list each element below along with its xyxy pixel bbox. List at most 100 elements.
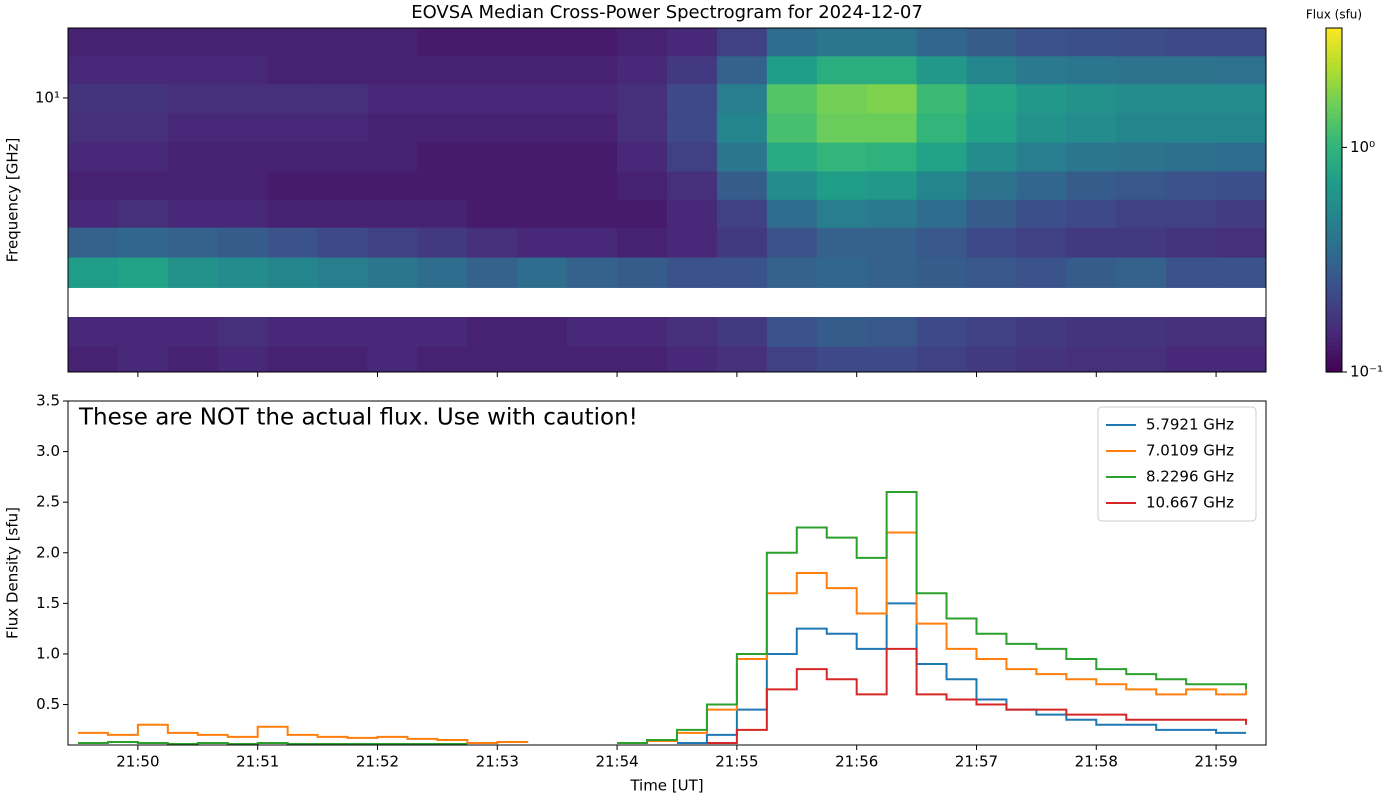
heatmap-cell xyxy=(716,227,768,258)
heatmap-cell xyxy=(916,112,967,143)
heatmap-cell xyxy=(417,83,468,114)
y-tick-label: 3.5 xyxy=(36,392,60,410)
heatmap-cell xyxy=(667,55,718,85)
colorbar-segment xyxy=(1326,212,1342,218)
heatmap-cell xyxy=(1066,112,1117,143)
colorbar-segment xyxy=(1326,53,1342,59)
heatmap-cell xyxy=(1216,112,1266,143)
heatmap-cell xyxy=(866,257,918,288)
colorbar-segment xyxy=(1326,83,1342,89)
x-tick-label: 21:50 xyxy=(116,753,159,771)
colorbar-segment xyxy=(1326,251,1342,257)
colorbar-segment xyxy=(1326,178,1342,184)
colorbar-segment xyxy=(1326,28,1342,33)
colorbar-segment xyxy=(1326,350,1342,356)
heatmap-cell xyxy=(1216,171,1266,200)
heatmap-cell xyxy=(517,316,568,347)
heatmap-cell xyxy=(816,316,868,347)
heatmap-cell xyxy=(467,112,518,143)
colorbar-segment xyxy=(1326,290,1342,296)
colorbar-segment xyxy=(1326,217,1342,223)
y-tick-label: 1.0 xyxy=(36,644,60,662)
colorbar-segment xyxy=(1326,96,1342,102)
legend-box xyxy=(1097,406,1257,522)
colorbar-segment xyxy=(1326,58,1342,63)
heatmap-cell xyxy=(167,55,219,85)
heatmap-cell xyxy=(417,142,468,172)
colorbar-segment xyxy=(1326,71,1342,76)
heatmap-cell xyxy=(167,316,219,347)
y-tick-label: 2.0 xyxy=(36,543,60,561)
colorbar-segment xyxy=(1326,337,1342,343)
heatmap-cell xyxy=(1066,227,1117,258)
heatmap-cell xyxy=(766,227,818,258)
heatmap-cell xyxy=(667,199,718,228)
heatmap-cell xyxy=(617,28,668,57)
heatmap-cell xyxy=(816,171,868,200)
heatmap-cell xyxy=(217,199,269,228)
heatmap-cell xyxy=(916,316,967,347)
heatmap-cell xyxy=(1066,257,1117,288)
heatmap-cell xyxy=(267,316,319,347)
heatmap-cell xyxy=(1016,142,1067,172)
heatmap-cell xyxy=(766,199,818,228)
heatmap-cell xyxy=(1016,227,1067,258)
heatmap-cell xyxy=(1016,316,1067,347)
heatmap-cell xyxy=(866,28,918,57)
annotation: These are NOT the actual flux. Use with … xyxy=(78,405,638,431)
heatmap-cell xyxy=(667,112,718,143)
heatmap-cell xyxy=(267,346,319,372)
heatmap-cell xyxy=(916,171,967,200)
heatmap-cell xyxy=(467,227,518,258)
heatmap-cell xyxy=(667,28,718,57)
heatmap-cell xyxy=(217,83,269,114)
heatmap-cell xyxy=(417,28,468,57)
heatmap-cell xyxy=(1066,28,1117,57)
colorbar-segment xyxy=(1326,286,1342,291)
heatmap-cell xyxy=(217,171,269,200)
colorbar-segment xyxy=(1326,118,1342,124)
heatmap-cell xyxy=(217,55,269,85)
series-line xyxy=(676,602,1247,744)
y-tick-label: 2.5 xyxy=(36,493,60,511)
colorbar-segment xyxy=(1326,243,1342,248)
heatmap-cell xyxy=(117,83,169,114)
heatmap-cell xyxy=(816,28,868,57)
colorbar-segment xyxy=(1326,273,1342,278)
colorbar-segment xyxy=(1326,36,1342,42)
heatmap-cell xyxy=(367,316,418,347)
heatmap-cell xyxy=(1116,346,1167,372)
heatmap-cell xyxy=(966,171,1017,200)
heatmap-cell xyxy=(816,346,868,372)
series-line xyxy=(706,647,1248,744)
heatmap-cell xyxy=(1216,55,1266,85)
legend-label: 8.2296 GHz xyxy=(1146,468,1234,486)
heatmap-cell xyxy=(517,112,568,143)
heatmap-cell xyxy=(417,316,468,347)
colorbar-segment xyxy=(1326,294,1342,300)
heatmap-cell xyxy=(417,227,468,258)
y-axis-label: Flux Density [sfu] xyxy=(4,507,22,639)
heatmap-cell xyxy=(1166,316,1217,347)
heatmap-cell xyxy=(1216,142,1266,172)
heatmap-cell xyxy=(267,257,319,288)
heatmap-cell xyxy=(68,28,119,57)
heatmap-cell xyxy=(467,316,518,347)
heatmap-cell xyxy=(1066,316,1117,347)
x-tick-label: 21:57 xyxy=(955,753,998,771)
heatmap-cell xyxy=(267,171,319,200)
heatmap-cell xyxy=(267,55,319,85)
colorbar-segment xyxy=(1326,92,1342,98)
heatmap-cell xyxy=(1116,112,1167,143)
colorbar-segment xyxy=(1326,311,1342,317)
heatmap-cell xyxy=(916,346,967,372)
colorbar-segment xyxy=(1326,105,1342,111)
heatmap-cell xyxy=(1216,28,1266,57)
heatmap-cell xyxy=(517,142,568,172)
heatmap-cell xyxy=(617,316,668,347)
heatmap-cell xyxy=(617,199,668,228)
legend-label: 5.7921 GHz xyxy=(1146,416,1234,434)
heatmap-cell xyxy=(1016,28,1067,57)
colorbar-segment xyxy=(1326,255,1342,261)
heatmap-cell xyxy=(816,112,868,143)
